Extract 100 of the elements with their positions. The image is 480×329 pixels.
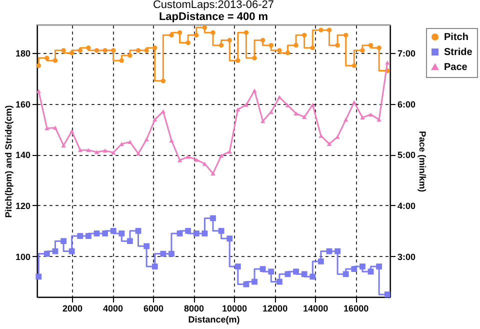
- point: [36, 63, 41, 68]
- y2-tick-label: 4:00: [398, 200, 416, 211]
- point: [110, 228, 116, 234]
- point: [111, 48, 116, 53]
- point: [344, 118, 348, 122]
- point: [135, 228, 142, 234]
- point: [236, 107, 240, 112]
- legend-label: Pitch: [444, 32, 468, 43]
- point: [352, 100, 356, 104]
- point: [144, 48, 149, 53]
- x-tick-label: 6000: [144, 304, 164, 314]
- point: [176, 230, 183, 236]
- point: [284, 271, 291, 278]
- y-tick-label: 180: [15, 48, 30, 58]
- point: [44, 250, 50, 257]
- point: [94, 150, 100, 154]
- point: [69, 50, 74, 56]
- point: [268, 268, 274, 275]
- point: [202, 162, 208, 166]
- point: [234, 264, 241, 270]
- point: [310, 102, 315, 107]
- legend-label: Pace: [444, 62, 468, 73]
- point: [85, 233, 92, 239]
- point: [202, 25, 208, 30]
- point: [119, 142, 124, 146]
- point: [102, 230, 108, 236]
- point: [344, 32, 348, 38]
- point: [119, 58, 124, 63]
- point: [94, 230, 100, 236]
- point: [226, 236, 233, 242]
- point: [252, 278, 258, 285]
- point: [218, 154, 224, 158]
- point: [244, 30, 249, 35]
- point: [236, 58, 240, 63]
- point: [168, 250, 174, 257]
- point: [368, 42, 374, 48]
- y-tick-label: 140: [15, 150, 30, 160]
- point: [326, 28, 332, 32]
- point: [136, 152, 141, 156]
- point: [385, 60, 390, 65]
- point: [384, 292, 390, 298]
- y2-axis-title: Pace (min/km): [418, 130, 428, 192]
- point: [86, 46, 91, 50]
- y2-tick-label: 7:00: [398, 48, 416, 58]
- point: [301, 271, 308, 278]
- y-axis-title: Pitch(bpm) and Stride(cm): [3, 105, 14, 218]
- point: [94, 48, 100, 53]
- point: [227, 150, 232, 154]
- point: [252, 56, 257, 60]
- point: [342, 271, 349, 278]
- point: [52, 58, 58, 63]
- point: [78, 48, 82, 53]
- point: [77, 233, 84, 239]
- point: [218, 228, 224, 234]
- point: [293, 268, 299, 275]
- point: [360, 264, 366, 270]
- point: [294, 42, 298, 48]
- point: [210, 215, 216, 222]
- point: [360, 116, 365, 120]
- y2-tick-label: 5:00: [398, 150, 416, 160]
- point: [160, 250, 166, 257]
- x-tick-label: 4000: [103, 304, 124, 314]
- point: [210, 30, 216, 35]
- x-tick-label: 2000: [62, 304, 83, 314]
- point: [227, 38, 232, 43]
- point: [294, 111, 298, 116]
- point: [36, 274, 42, 280]
- point: [128, 140, 132, 144]
- y-tick-label: 120: [15, 200, 30, 211]
- point: [368, 268, 374, 275]
- y2-tick-label: 6:00: [398, 99, 416, 110]
- point: [268, 110, 274, 114]
- point: [152, 264, 158, 270]
- point: [169, 138, 174, 142]
- point: [302, 114, 307, 120]
- point: [69, 129, 74, 134]
- point: [128, 53, 132, 58]
- point: [102, 48, 108, 53]
- x-tick-label: 14000: [303, 304, 328, 314]
- point: [52, 126, 58, 130]
- point: [243, 281, 250, 288]
- point: [318, 28, 324, 32]
- point: [61, 48, 66, 53]
- point: [68, 248, 75, 254]
- point: [177, 30, 182, 35]
- point: [152, 46, 158, 50]
- point: [78, 148, 82, 152]
- chart-title: CustomLaps:2013-06-27: [152, 0, 274, 11]
- x-tick-label: 8000: [184, 304, 204, 314]
- point: [44, 56, 50, 60]
- point: [310, 46, 315, 50]
- point: [302, 32, 307, 38]
- y-tick-label: 160: [15, 99, 30, 110]
- point: [285, 50, 290, 56]
- x-tick-label: 10000: [222, 304, 248, 314]
- x-tick-label: 16000: [344, 304, 369, 314]
- point: [60, 238, 66, 244]
- point: [277, 48, 282, 53]
- point: [376, 264, 382, 270]
- point: [352, 63, 356, 68]
